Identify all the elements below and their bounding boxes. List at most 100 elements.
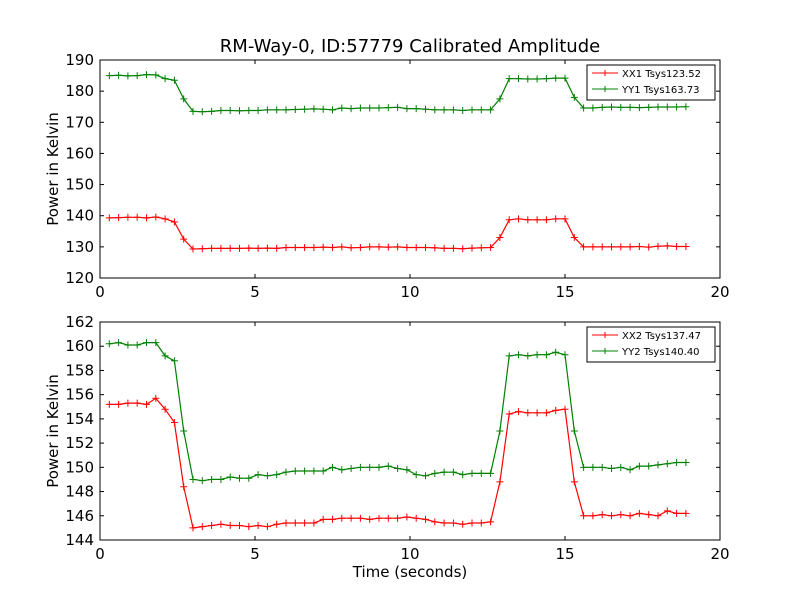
bottom-series-0-point xyxy=(282,519,290,527)
top-series-0-point xyxy=(319,243,327,251)
top-series-1-point xyxy=(347,105,355,113)
bottom-y-tick-label: 154 xyxy=(65,410,94,428)
top-series-0-point xyxy=(561,215,569,223)
bottom-series-0-point xyxy=(189,524,197,532)
top-series-0-point xyxy=(254,244,262,252)
bottom-series-0-point xyxy=(552,406,560,414)
bottom-plot-area xyxy=(99,321,721,541)
top-series-1-point xyxy=(263,106,271,114)
top-series-1-point xyxy=(542,75,550,83)
top-series-0-point xyxy=(598,243,606,251)
top-series-1-point xyxy=(152,71,160,79)
bottom-series-0-point xyxy=(431,518,439,526)
top-series-0-point xyxy=(403,243,411,251)
top-series-1-point xyxy=(115,71,123,79)
top-series-0-point xyxy=(570,234,578,242)
top-x-tick-label: 15 xyxy=(555,283,574,301)
top-series-0-point xyxy=(217,244,225,252)
top-series-0-point xyxy=(533,216,541,224)
top-series-1-point xyxy=(496,95,504,103)
bottom-legend-label-yy2: YY2 Tsys140.40 xyxy=(621,347,700,358)
top-series-1-point xyxy=(189,107,197,115)
top-series-0-point xyxy=(626,243,634,251)
bottom-series-1-point xyxy=(580,463,588,471)
top-series-1-point xyxy=(617,103,625,111)
top-series-1-point xyxy=(580,104,588,112)
bottom-series-0-point xyxy=(291,519,299,527)
bottom-series-1-point xyxy=(310,467,318,475)
top-series-1-point xyxy=(143,71,150,79)
bottom-series-1-point xyxy=(217,475,225,483)
bottom-series-0-point xyxy=(170,419,178,427)
top-series-1-point xyxy=(198,108,206,116)
bottom-series-1-point xyxy=(236,474,243,482)
bottom-series-0-point xyxy=(477,519,485,527)
bottom-series-0-point xyxy=(468,519,476,527)
bottom-series-0-point xyxy=(375,514,383,522)
bottom-series-0-point xyxy=(161,405,169,413)
bottom-series-layer xyxy=(105,339,690,532)
top-series-1-point xyxy=(282,106,290,114)
bottom-series-1-point xyxy=(654,461,662,469)
top-series-0-point xyxy=(245,244,253,252)
bottom-x-tick-label: 15 xyxy=(555,545,574,563)
top-plot-panel: 0 5 10 15 20 120 130 140 150 160 170 180 190 Power i… xyxy=(44,51,730,301)
bottom-series-0-point xyxy=(403,513,411,521)
top-series-1-point xyxy=(412,105,420,113)
top-series-0-point xyxy=(105,214,113,222)
bottom-series-1-point xyxy=(329,463,336,471)
top-legend-box xyxy=(586,64,716,101)
bottom-y-tick-label: 152 xyxy=(65,434,94,452)
top-series-0-point xyxy=(384,243,392,251)
bottom-series-0-point xyxy=(115,400,123,408)
top-series-1-point xyxy=(301,105,309,113)
top-series-0-point xyxy=(487,243,495,251)
top-series-1-point xyxy=(459,106,467,114)
top-legend-label-xx1: XX1 Tsys123.52 xyxy=(622,69,701,80)
top-series-1-point xyxy=(524,75,532,83)
bottom-series-0-point xyxy=(226,521,234,529)
bottom-series-0-point xyxy=(208,521,216,529)
top-series-1-point xyxy=(449,106,457,114)
top-series-0-point xyxy=(496,234,504,242)
bottom-series-0-point xyxy=(152,394,160,402)
bottom-series-0-point xyxy=(412,514,420,522)
bottom-series-0-point xyxy=(384,514,392,522)
bottom-series-1-point xyxy=(645,462,653,470)
top-series-0-point xyxy=(208,244,216,252)
top-series-0-point xyxy=(198,245,206,253)
top-series-0-point xyxy=(375,243,383,251)
bottom-series-1-point xyxy=(552,348,560,356)
top-y-tick-label: 120 xyxy=(65,269,94,287)
bottom-series-1-point xyxy=(431,469,439,477)
top-series-0-point xyxy=(515,215,522,223)
top-series-1-point xyxy=(422,105,429,113)
bottom-series-0-point xyxy=(124,399,132,407)
top-series-1-point xyxy=(356,104,364,112)
bottom-series-1-point xyxy=(394,465,402,473)
top-series-0-point xyxy=(394,243,402,251)
top-series-0-point xyxy=(468,244,476,252)
bottom-series-0-point xyxy=(524,409,532,417)
bottom-x-tick-label: 10 xyxy=(400,545,419,563)
top-series-1-point xyxy=(291,106,299,114)
top-series-1-point xyxy=(254,106,262,114)
bottom-y-axis-label: Power in Kelvin xyxy=(44,374,62,488)
bottom-y-tick-label: 144 xyxy=(65,531,94,549)
top-series-0-point xyxy=(133,213,141,221)
top-series-0-point xyxy=(291,243,299,251)
top-series-0-point xyxy=(329,243,336,251)
bottom-series-0-point xyxy=(608,512,615,520)
top-series-1-point xyxy=(208,107,216,115)
bottom-y-tick-label: 150 xyxy=(65,458,94,476)
top-series-1-point xyxy=(645,103,653,111)
top-series-0-point xyxy=(542,216,550,224)
top-series-0-point xyxy=(273,244,281,252)
top-series-1-point xyxy=(384,104,392,112)
bottom-series-0-point xyxy=(180,483,188,491)
bottom-series-0-point xyxy=(533,409,541,417)
bottom-series-0-point xyxy=(394,514,402,522)
top-legend-label-yy1: YY1 Tsys163.73 xyxy=(621,85,700,96)
bottom-series-1-point xyxy=(347,465,355,473)
bottom-series-0-point xyxy=(356,514,364,522)
